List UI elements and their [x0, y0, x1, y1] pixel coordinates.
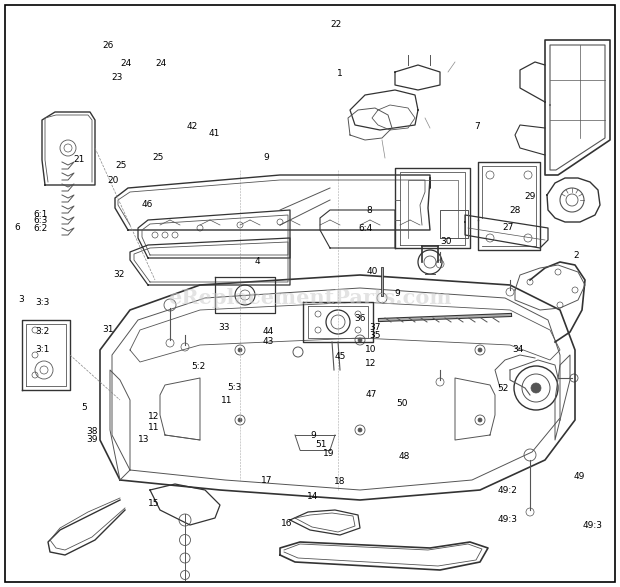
Text: 29: 29: [525, 192, 536, 201]
Text: 24: 24: [156, 59, 167, 68]
Text: 25: 25: [153, 153, 164, 162]
Text: 19: 19: [323, 448, 334, 458]
Text: 6:2: 6:2: [33, 224, 47, 234]
Text: 35: 35: [370, 331, 381, 340]
Text: 39: 39: [86, 434, 97, 444]
Text: 37: 37: [370, 323, 381, 332]
Text: 51: 51: [316, 440, 327, 450]
Text: 40: 40: [366, 266, 378, 276]
Text: 12: 12: [365, 359, 376, 369]
Text: 18: 18: [334, 477, 345, 486]
Text: 6:3: 6:3: [33, 215, 48, 225]
Circle shape: [358, 428, 362, 432]
Text: 13: 13: [138, 434, 149, 444]
Text: 30: 30: [441, 237, 452, 247]
Text: 32: 32: [113, 270, 125, 279]
Text: 3:3: 3:3: [35, 298, 50, 307]
Text: 9: 9: [394, 289, 400, 298]
Circle shape: [238, 348, 242, 352]
Text: 25: 25: [115, 161, 126, 170]
Text: 43: 43: [262, 337, 273, 346]
Text: 11: 11: [221, 396, 232, 405]
Text: eReplacementParts.com: eReplacementParts.com: [168, 288, 452, 308]
Text: 42: 42: [187, 122, 198, 131]
Text: 47: 47: [365, 390, 376, 399]
Text: 24: 24: [120, 59, 131, 68]
Text: 41: 41: [208, 129, 219, 139]
Text: 9: 9: [310, 431, 316, 440]
Text: 6: 6: [14, 223, 20, 232]
Text: 12: 12: [148, 412, 159, 421]
Text: 16: 16: [281, 519, 292, 528]
Text: 21: 21: [74, 155, 85, 164]
Text: 52: 52: [498, 384, 509, 393]
Text: 28: 28: [509, 205, 520, 215]
Text: 14: 14: [308, 491, 319, 501]
Text: 3:1: 3:1: [35, 345, 50, 354]
Circle shape: [358, 338, 362, 342]
Text: 38: 38: [86, 427, 97, 436]
Text: 6:1: 6:1: [33, 210, 48, 219]
Text: 5:2: 5:2: [192, 362, 205, 372]
Text: 9: 9: [264, 153, 270, 162]
Circle shape: [478, 418, 482, 422]
Text: 36: 36: [354, 313, 365, 323]
Text: 10: 10: [365, 345, 376, 354]
Text: 48: 48: [399, 452, 410, 461]
Text: 46: 46: [142, 200, 153, 209]
Text: 17: 17: [261, 475, 272, 485]
Text: 49:2: 49:2: [497, 485, 517, 495]
Text: 31: 31: [103, 325, 114, 335]
Text: 4: 4: [254, 257, 260, 266]
Text: 15: 15: [148, 499, 159, 508]
Text: 49: 49: [574, 472, 585, 481]
Text: 22: 22: [330, 20, 342, 29]
Text: 8: 8: [366, 205, 372, 215]
Circle shape: [478, 348, 482, 352]
Text: 33: 33: [219, 323, 230, 332]
Text: 50: 50: [396, 399, 407, 409]
Text: 20: 20: [108, 176, 119, 185]
Text: 2: 2: [574, 251, 580, 260]
Text: 3:2: 3:2: [35, 327, 49, 336]
Text: 1: 1: [337, 69, 343, 78]
Text: 6:4: 6:4: [359, 224, 373, 234]
Text: 26: 26: [103, 41, 114, 50]
Text: 5: 5: [81, 403, 87, 413]
Text: 49:3: 49:3: [582, 521, 602, 530]
Text: 11: 11: [148, 423, 159, 432]
Text: 34: 34: [512, 345, 523, 354]
Text: 27: 27: [503, 223, 514, 232]
Text: 23: 23: [111, 73, 122, 82]
Text: 49:3: 49:3: [497, 515, 517, 524]
Text: 5:3: 5:3: [227, 383, 242, 392]
Text: 7: 7: [474, 122, 480, 131]
Text: 3: 3: [18, 295, 24, 304]
Text: 45: 45: [334, 352, 345, 362]
Text: 44: 44: [262, 327, 273, 336]
Circle shape: [238, 418, 242, 422]
Circle shape: [531, 383, 541, 393]
